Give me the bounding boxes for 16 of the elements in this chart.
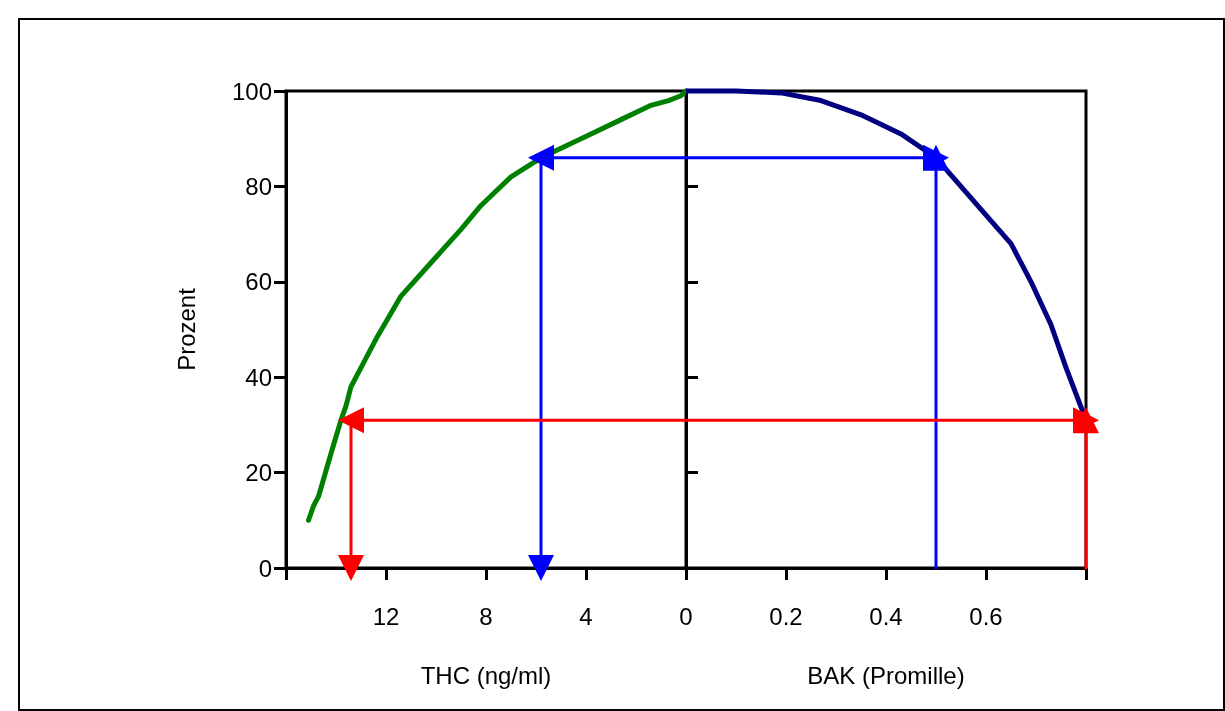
- y-tick-label: 40: [245, 363, 272, 391]
- x-tick-label: 8: [479, 602, 493, 630]
- x-axis-title: THC (ng/ml): [420, 661, 552, 689]
- x-tick-label: 0.2: [769, 602, 803, 630]
- y-tick-label: 100: [231, 77, 272, 105]
- y-tick-label: 0: [258, 554, 272, 582]
- y-axis-title: Prozent: [172, 287, 200, 371]
- x-tick-label: 4: [579, 602, 593, 630]
- x-tick-label: 12: [372, 602, 400, 630]
- x-tick-label: 0.6: [969, 602, 1003, 630]
- x-tick-label: 0.4: [869, 602, 903, 630]
- y-tick-label: 20: [245, 459, 272, 487]
- y-tick-label: 80: [245, 172, 272, 200]
- x-axis-title: BAK (Promille): [807, 661, 965, 689]
- y-tick-label: 60: [245, 268, 272, 296]
- x-tick-label: 0: [679, 602, 693, 630]
